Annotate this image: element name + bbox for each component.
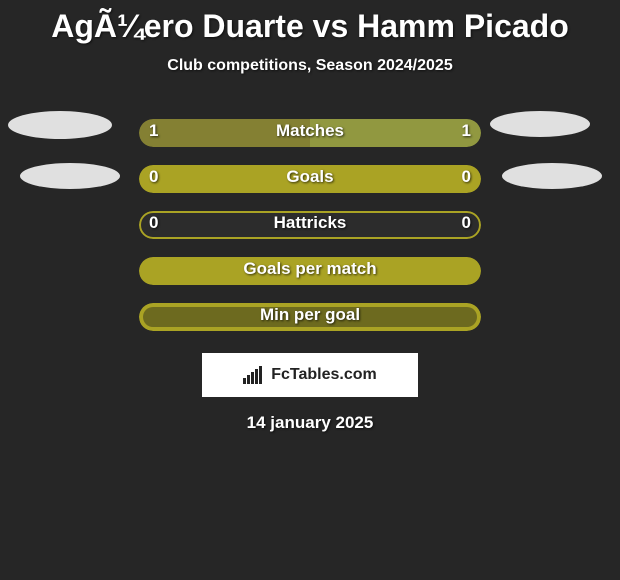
page-subtitle: Club competitions, Season 2024/2025 [0,57,620,75]
logo-box: FcTables.com [202,353,418,397]
comparison-chart: 1 1 Matches 0 0 Goals 0 0 Hattricks Goal… [0,111,620,341]
bar-fill [139,165,481,193]
stat-row-min-per-goal: Min per goal [0,295,620,341]
bar-track [139,165,481,193]
stat-left-value: 0 [149,213,158,233]
bar-track [139,119,481,147]
logo-text: FcTables.com [271,366,377,384]
page-title: AgÃ¼ero Duarte vs Hamm Picado [0,0,620,45]
bar-fill [139,257,481,285]
stat-row-hattricks: 0 0 Hattricks [0,203,620,249]
bar-left-segment [139,119,310,147]
stat-row-goals-per-match: Goals per match [0,249,620,295]
bar-inner [143,307,477,327]
bar-right-segment [310,119,481,147]
stat-right-value: 0 [462,167,471,187]
bar-track [139,257,481,285]
stat-left-value: 1 [149,121,158,141]
bars-icon [243,366,265,384]
bar-track [139,303,481,331]
bar-track [139,211,481,239]
stat-row-goals: 0 0 Goals [0,157,620,203]
page-date: 14 january 2025 [0,413,620,433]
stat-right-value: 1 [462,121,471,141]
stat-row-matches: 1 1 Matches [0,111,620,157]
bar-fill [139,211,481,239]
stat-left-value: 0 [149,167,158,187]
stat-right-value: 0 [462,213,471,233]
